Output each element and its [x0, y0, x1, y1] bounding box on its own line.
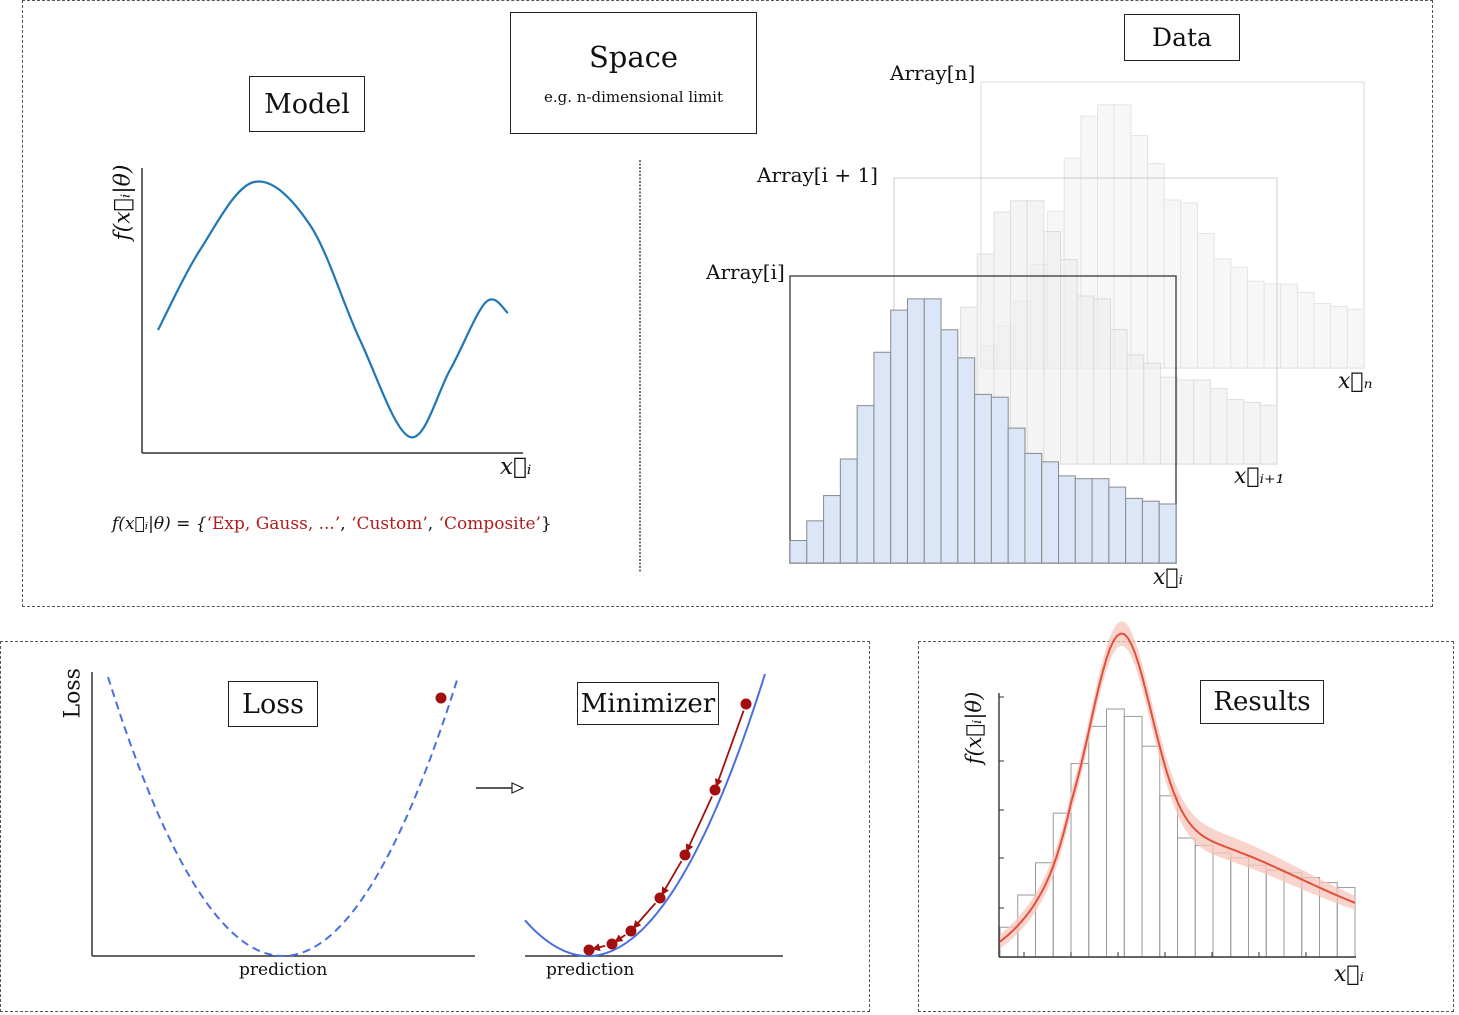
loss-minimizer-panel: [0, 641, 870, 1012]
array-i-plus-1-label: Array[i + 1]: [757, 163, 878, 187]
space-box: Space e.g. n-dimensional limit: [510, 12, 757, 134]
model-xlabel: x⃗ᵢ: [500, 454, 532, 480]
loss-ylabel: Loss: [60, 668, 86, 719]
minimizer-title: Minimizer: [580, 688, 716, 719]
top-panel: [22, 0, 1433, 607]
model-ylabel: f(x⃗ᵢ|θ): [110, 164, 136, 241]
results-title: Results: [1213, 687, 1311, 717]
data-title-box: Data: [1124, 14, 1240, 61]
results-ylabel: f(x⃗ᵢ|θ): [962, 691, 986, 765]
model-title: Model: [264, 88, 350, 120]
minimizer-title-box: Minimizer: [577, 682, 719, 725]
array-i-label: Array[i]: [706, 260, 785, 284]
array-i-axis-label: x⃗ᵢ: [1153, 565, 1184, 590]
space-subtitle: e.g. n-dimensional limit: [543, 88, 723, 106]
results-panel: [918, 641, 1454, 1012]
formula-option-custom: ‘Custom’: [351, 514, 428, 534]
formula-option-composite: ‘Composite’: [438, 514, 541, 534]
loss-xlabel: prediction: [239, 960, 328, 980]
loss-title: Loss: [242, 688, 304, 720]
formula-sep-2: ,: [427, 514, 439, 534]
array-n-label: Array[n]: [890, 61, 976, 85]
formula-option-exp-gauss: ‘Exp, Gauss, ...’: [206, 514, 341, 534]
array-i-plus-1-axis-label: x⃗ᵢ₊₁: [1234, 464, 1285, 489]
formula-prefix: f(x⃗ᵢ|θ) = {: [112, 514, 207, 534]
model-formula: f(x⃗ᵢ|θ) = {‘Exp, Gauss, ...’, ‘Custom’,…: [112, 514, 552, 534]
formula-suffix: }: [540, 514, 552, 534]
model-title-box: Model: [249, 76, 365, 132]
formula-sep-1: ,: [340, 514, 352, 534]
results-title-box: Results: [1200, 680, 1324, 724]
minimizer-xlabel: prediction: [546, 960, 635, 980]
data-title: Data: [1152, 23, 1212, 52]
array-n-axis-label: x⃗ₙ: [1338, 369, 1373, 394]
results-xlabel: x⃗ᵢ: [1334, 962, 1365, 987]
loss-title-box: Loss: [228, 681, 318, 727]
space-title: Space: [588, 40, 679, 74]
